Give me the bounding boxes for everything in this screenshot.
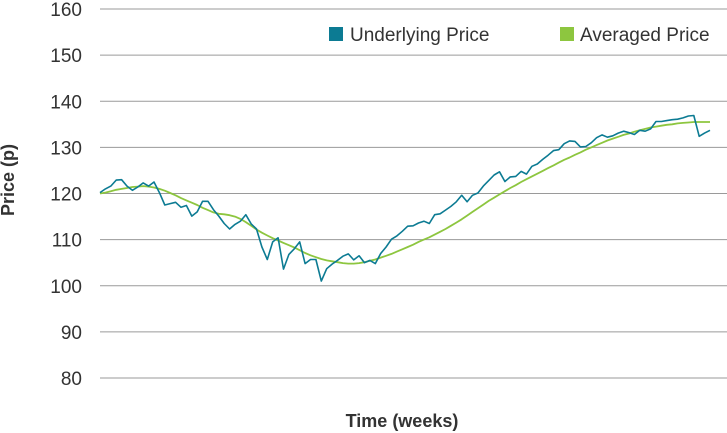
y-tick-label-100: 100 bbox=[50, 277, 82, 298]
y-tick-label-120: 120 bbox=[50, 185, 82, 206]
y-tick-label-80: 80 bbox=[61, 369, 82, 390]
legend-label-averaged: Averaged Price bbox=[580, 25, 710, 46]
y-tick-label-90: 90 bbox=[61, 323, 82, 344]
series-lines bbox=[99, 114, 711, 282]
y-axis-title: Price (p) bbox=[0, 144, 18, 216]
legend-swatch-averaged bbox=[560, 27, 574, 41]
gridlines bbox=[100, 8, 727, 379]
y-axis-ticks: 80 90 100 110 120 130 140 150 160 bbox=[50, 0, 82, 390]
y-tick-label-150: 150 bbox=[50, 46, 82, 67]
x-axis-title: Time (weeks) bbox=[346, 411, 459, 431]
legend: Underlying Price Averaged Price bbox=[329, 25, 710, 46]
legend-label-underlying: Underlying Price bbox=[350, 25, 489, 46]
y-tick-label-140: 140 bbox=[50, 92, 82, 113]
series-line-underlying-price bbox=[99, 114, 711, 282]
y-tick-label-130: 130 bbox=[50, 138, 82, 159]
series-line-averaged-price bbox=[99, 121, 710, 265]
legend-swatch-underlying bbox=[329, 27, 343, 41]
y-tick-label-110: 110 bbox=[52, 231, 82, 252]
y-tick-label-160: 160 bbox=[50, 0, 82, 21]
